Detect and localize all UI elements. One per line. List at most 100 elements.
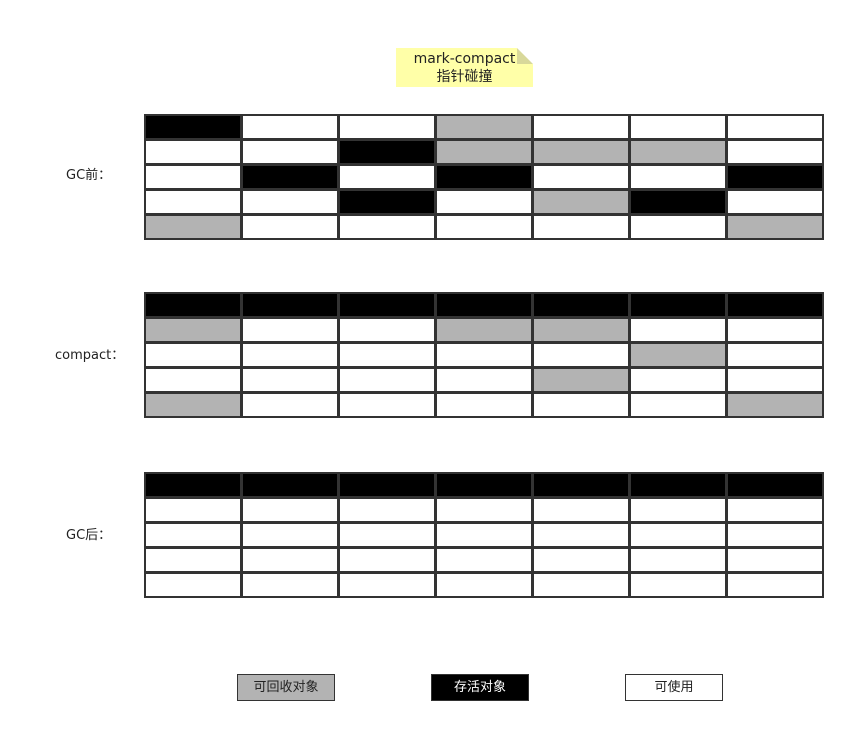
memory-cell-garbage [532, 189, 630, 215]
memory-cell-free [241, 114, 339, 140]
memory-cell-free [435, 392, 533, 418]
memory-cell-free [435, 342, 533, 368]
memory-cell-free [532, 392, 630, 418]
memory-cell-free [726, 189, 824, 215]
memory-cell-live [338, 139, 436, 165]
memory-cell-free [726, 497, 824, 523]
memory-cell-free [726, 522, 824, 548]
memory-cell-free [435, 497, 533, 523]
memory-cell-free [435, 572, 533, 598]
memory-cell-live [144, 472, 242, 498]
memory-cell-free [629, 114, 727, 140]
memory-cell-garbage [532, 317, 630, 343]
memory-cell-free [726, 114, 824, 140]
memory-cell-garbage [144, 214, 242, 240]
memory-cell-live [435, 164, 533, 190]
stage-label-compact: compact： [55, 348, 125, 363]
memory-grid-compact [144, 292, 825, 418]
memory-cell-free [629, 164, 727, 190]
memory-cell-free [338, 342, 436, 368]
memory-cell-garbage [629, 139, 727, 165]
memory-cell-free [241, 522, 339, 548]
memory-cell-live [532, 292, 630, 318]
memory-cell-free [338, 214, 436, 240]
memory-cell-live [532, 472, 630, 498]
note-folded-corner [517, 48, 533, 64]
memory-cell-garbage [435, 139, 533, 165]
memory-cell-live [144, 114, 242, 140]
memory-cell-free [144, 164, 242, 190]
memory-cell-free [726, 342, 824, 368]
memory-cell-free [241, 572, 339, 598]
memory-cell-free [629, 367, 727, 393]
memory-cell-free [144, 189, 242, 215]
memory-cell-free [532, 342, 630, 368]
memory-cell-garbage [144, 392, 242, 418]
memory-cell-free [338, 164, 436, 190]
memory-cell-garbage [532, 367, 630, 393]
memory-cell-free [532, 497, 630, 523]
memory-cell-free [532, 164, 630, 190]
memory-cell-free [144, 522, 242, 548]
memory-cell-live [241, 472, 339, 498]
legend-live-object: 存活对象 [431, 674, 529, 701]
memory-cell-free [144, 342, 242, 368]
memory-cell-free [629, 572, 727, 598]
memory-cell-free [726, 572, 824, 598]
memory-cell-free [338, 572, 436, 598]
memory-cell-live [726, 472, 824, 498]
memory-cell-live [629, 292, 727, 318]
memory-cell-garbage [726, 214, 824, 240]
memory-cell-free [338, 547, 436, 573]
memory-cell-free [726, 547, 824, 573]
memory-cell-live [435, 472, 533, 498]
memory-cell-garbage [144, 317, 242, 343]
memory-cell-garbage [435, 317, 533, 343]
memory-cell-free [435, 189, 533, 215]
memory-cell-free [532, 214, 630, 240]
memory-cell-free [629, 214, 727, 240]
memory-cell-free [144, 139, 242, 165]
memory-cell-live [629, 189, 727, 215]
memory-cell-free [338, 367, 436, 393]
memory-cell-free [241, 189, 339, 215]
memory-cell-live [435, 292, 533, 318]
memory-cell-free [241, 547, 339, 573]
memory-cell-free [241, 342, 339, 368]
memory-cell-live [338, 472, 436, 498]
memory-cell-free [338, 497, 436, 523]
memory-cell-free [629, 522, 727, 548]
memory-cell-free [726, 367, 824, 393]
memory-cell-free [338, 317, 436, 343]
memory-cell-garbage [629, 342, 727, 368]
memory-cell-live [338, 189, 436, 215]
memory-cell-free [532, 572, 630, 598]
memory-cell-free [435, 367, 533, 393]
memory-cell-live [241, 292, 339, 318]
memory-grid-after-gc [144, 472, 825, 598]
stage-label-before-gc: GC前： [66, 168, 112, 183]
memory-cell-garbage [435, 114, 533, 140]
memory-cell-free [338, 114, 436, 140]
memory-cell-free [435, 547, 533, 573]
legend-garbage-object: 可回收对象 [237, 674, 335, 701]
memory-cell-free [144, 572, 242, 598]
memory-cell-live [144, 292, 242, 318]
memory-cell-free [241, 317, 339, 343]
memory-cell-free [241, 139, 339, 165]
memory-cell-free [629, 392, 727, 418]
memory-cell-free [726, 139, 824, 165]
memory-cell-free [435, 522, 533, 548]
note-subtitle: 指针碰撞 [436, 69, 493, 85]
memory-cell-free [241, 367, 339, 393]
memory-cell-free [144, 367, 242, 393]
memory-cell-free [241, 214, 339, 240]
memory-cell-free [338, 392, 436, 418]
memory-cell-free [241, 497, 339, 523]
memory-cell-free [241, 392, 339, 418]
memory-cell-live [726, 292, 824, 318]
memory-cell-free [726, 317, 824, 343]
note-title: mark-compact [413, 51, 516, 67]
memory-cell-live [726, 164, 824, 190]
memory-cell-live [241, 164, 339, 190]
